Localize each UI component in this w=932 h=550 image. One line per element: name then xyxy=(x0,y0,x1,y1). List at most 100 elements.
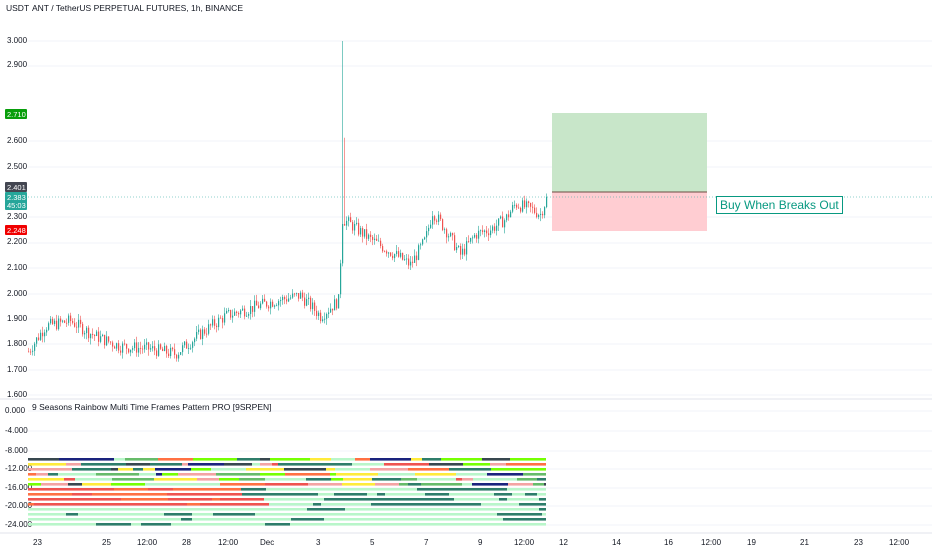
rainbow-segment xyxy=(216,473,260,476)
candle-body xyxy=(348,217,350,221)
rainbow-segment xyxy=(542,488,546,491)
rainbow-segment xyxy=(266,488,303,491)
rainbow-segment xyxy=(28,463,66,466)
rainbow-segment xyxy=(263,508,271,511)
rainbow-segment xyxy=(450,513,469,516)
candle-body xyxy=(480,230,482,232)
current-price-tag[interactable]: 2.383 45:03 xyxy=(5,192,27,210)
rainbow-segment xyxy=(539,523,546,526)
candle-body xyxy=(122,343,124,353)
rainbow-segment xyxy=(28,468,72,471)
indicator-title[interactable]: 9 Seasons Rainbow Multi Time Frames Patt… xyxy=(32,402,272,412)
rainbow-segment xyxy=(41,483,68,486)
rainbow-segment xyxy=(335,468,370,471)
candlestick-series[interactable] xyxy=(28,41,548,362)
rainbow-segment xyxy=(241,488,266,491)
candle-body xyxy=(536,212,538,218)
rainbow-segment xyxy=(265,483,308,486)
candle-body xyxy=(496,225,498,231)
rainbow-segment xyxy=(376,488,417,491)
rainbow-segment xyxy=(91,503,133,506)
rainbow-segment xyxy=(537,478,546,481)
rainbow-segment xyxy=(441,458,457,461)
candle-body xyxy=(252,306,254,312)
candle-body xyxy=(238,312,240,315)
candle-body xyxy=(376,238,378,241)
rainbow-segment xyxy=(82,493,92,496)
candle-body xyxy=(402,252,404,260)
rainbow-segment xyxy=(60,488,85,491)
candle-body xyxy=(418,245,420,260)
rainbow-segment xyxy=(192,513,203,516)
rainbow-segment xyxy=(416,523,427,526)
rainbow-segment xyxy=(383,513,400,516)
candle-body xyxy=(406,258,408,260)
rainbow-segment xyxy=(307,508,323,511)
candle-body xyxy=(462,248,464,255)
candle-body xyxy=(66,322,68,324)
candle-body xyxy=(140,347,142,349)
rainbow-segment xyxy=(84,503,91,506)
candle-body xyxy=(42,332,44,337)
time-label: 12:00 xyxy=(701,538,722,547)
time-axis[interactable]: 23 25 12:00 28 12:00 Dec 3 5 7 9 12:00 1… xyxy=(33,538,910,547)
candle-body xyxy=(292,293,294,298)
rainbow-segment xyxy=(378,523,416,526)
indicator-axis[interactable]: 0.000 -4.000 -8.000 -12.000 -16.000 -20.… xyxy=(5,406,33,529)
rainbow-segment xyxy=(212,498,220,501)
rainbow-segment xyxy=(162,503,187,506)
time-label: 12 xyxy=(559,538,568,547)
candle-body xyxy=(254,300,256,312)
indicator-tick: -4.000 xyxy=(5,426,28,435)
rainbow-segment xyxy=(300,498,311,501)
rainbow-segment xyxy=(239,478,265,481)
candle-body xyxy=(178,354,180,359)
rainbow-segment xyxy=(331,458,355,461)
candle-body xyxy=(216,325,218,328)
rainbow-segment xyxy=(167,493,199,496)
rainbow-segment xyxy=(138,498,168,501)
rainbow-segment xyxy=(145,483,189,486)
price-axis[interactable]: 3.000 2.900 2.600 2.500 2.300 2.200 2.10… xyxy=(7,36,28,399)
candle-body xyxy=(456,246,458,251)
candle-body xyxy=(284,296,286,300)
rainbow-segment xyxy=(491,468,520,471)
candle-body xyxy=(500,216,502,219)
rainbow-segment xyxy=(334,493,367,496)
current-price-value: 2.383 xyxy=(7,193,26,202)
candle-body xyxy=(408,258,410,266)
rainbow-segment xyxy=(345,508,367,511)
rainbow-segment xyxy=(292,513,337,516)
rainbow-segment xyxy=(192,518,202,521)
rainbow-segment xyxy=(318,493,334,496)
rainbow-segment xyxy=(224,463,237,466)
candle-body xyxy=(92,333,94,335)
bar-countdown: 45:03 xyxy=(7,201,26,210)
candle-body xyxy=(524,200,526,208)
rainbow-segment xyxy=(133,503,162,506)
candle-body xyxy=(100,336,102,342)
symbol-title[interactable]: ANT / TetherUS PERPETUAL FUTURES, 1h, BI… xyxy=(32,3,243,13)
candle-body xyxy=(110,341,112,343)
loss-zone[interactable] xyxy=(552,192,707,231)
rainbow-segment xyxy=(68,458,107,461)
rainbow-segment xyxy=(422,458,441,461)
entry-price-tag[interactable]: 2.401 xyxy=(5,182,27,192)
candle-body xyxy=(204,329,206,334)
profit-zone[interactable] xyxy=(552,113,707,192)
rainbow-segment xyxy=(129,518,156,521)
rainbow-segment xyxy=(260,473,285,476)
rainbow-segment xyxy=(168,498,178,501)
rainbow-segment xyxy=(64,518,93,521)
candle-body xyxy=(506,214,508,221)
candle-body xyxy=(450,233,452,237)
price-tick: 2.600 xyxy=(7,136,28,145)
target-price-tag[interactable]: 2.710 xyxy=(5,109,27,119)
candle-body xyxy=(302,292,304,298)
rainbow-segment xyxy=(507,498,539,501)
buy-breakout-callout[interactable]: Buy When Breaks Out xyxy=(716,196,843,214)
candle-body xyxy=(390,252,392,256)
stop-price-tag[interactable]: 2.248 xyxy=(5,225,27,235)
rainbow-segment xyxy=(137,493,167,496)
